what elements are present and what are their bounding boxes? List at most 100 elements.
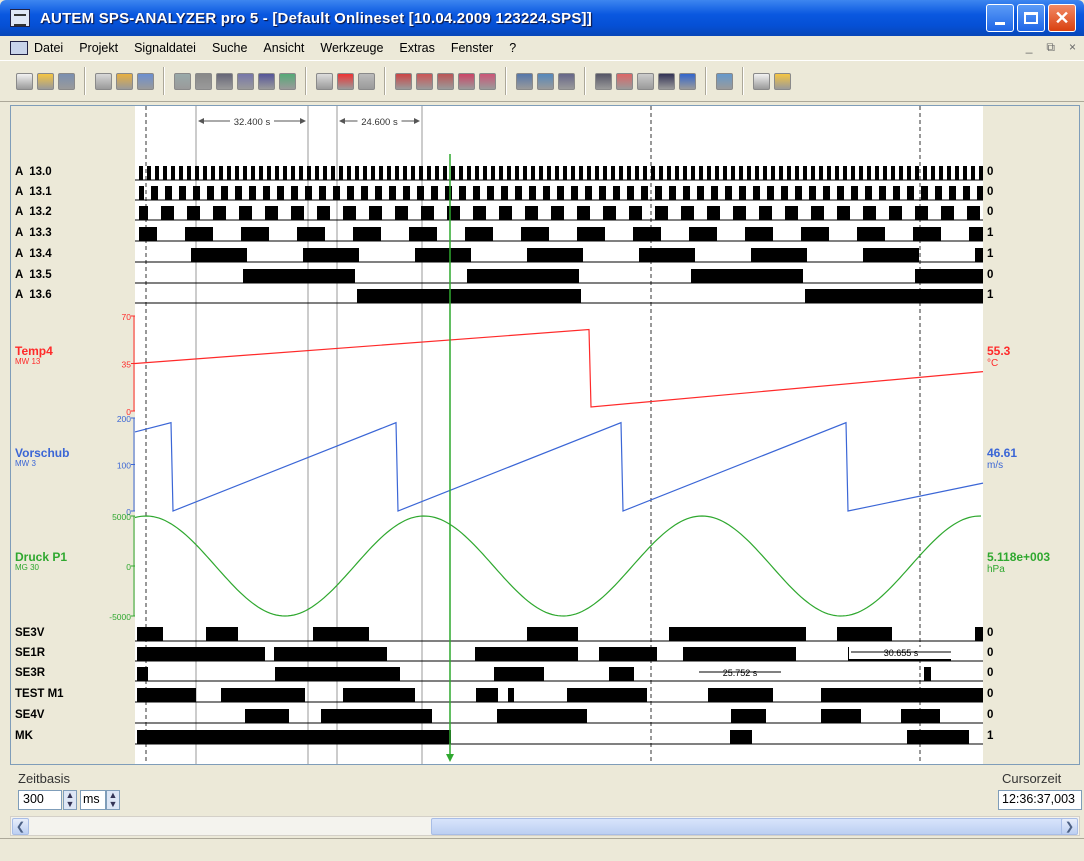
digital-pulse	[667, 166, 671, 180]
mdi-restore-icon[interactable]: ⧉	[1046, 40, 1055, 54]
window-title: AUTEM SPS-ANALYZER pro 5 - [Default Onli…	[40, 9, 592, 27]
digital-pulse	[941, 206, 954, 220]
digital-pulse	[447, 206, 460, 220]
book-icon[interactable]	[658, 72, 675, 90]
text-icon[interactable]	[195, 72, 212, 90]
clock-icon[interactable]	[595, 72, 612, 90]
app-icon[interactable]	[10, 9, 30, 27]
marker-icon[interactable]	[258, 72, 275, 90]
chart-canvas[interactable]: 32.400 s 24.600 s70350200100050000-500030…	[11, 106, 1079, 764]
digital-pulse	[415, 248, 471, 262]
zoom-out-icon[interactable]	[416, 72, 433, 90]
scroll-right-icon[interactable]: ❯	[1061, 818, 1078, 835]
zeitbasis-input[interactable]: 300	[18, 790, 62, 810]
scroll-thumb[interactable]	[431, 818, 1071, 835]
save-icon[interactable]	[58, 72, 75, 90]
zeitbasis-spinner[interactable]: ▲ ▼	[63, 790, 77, 810]
digital-pulse	[305, 186, 312, 200]
unit-spinner[interactable]: ▲ ▼	[106, 790, 120, 810]
stop-icon[interactable]	[358, 72, 375, 90]
title-bar[interactable]: AUTEM SPS-ANALYZER pro 5 - [Default Onli…	[0, 0, 1084, 36]
digital-pulse	[427, 166, 431, 180]
copy-icon[interactable]	[516, 72, 533, 90]
digital-pulse	[187, 206, 200, 220]
spin-up-icon[interactable]: ▲	[65, 790, 75, 800]
digital-pulse	[151, 186, 158, 200]
menu-signaldatei[interactable]: Signaldatei	[134, 41, 196, 55]
digital-pulse	[443, 166, 447, 180]
zoom-in-icon[interactable]	[395, 72, 412, 90]
menu-help[interactable]: ?	[509, 41, 517, 55]
grid-icon[interactable]	[558, 72, 575, 90]
druck-tick-label: 0	[126, 562, 131, 572]
help-icon[interactable]	[679, 72, 696, 90]
signal-chart[interactable]: 32.400 s 24.600 s 70 35 0 200 100 0 5000 0 -5000 30…	[10, 105, 1080, 765]
digital-pulse	[221, 186, 228, 200]
menu-datei[interactable]: Datei	[34, 41, 64, 55]
spin-down-icon[interactable]: ▼	[65, 799, 75, 809]
digital-pulse	[733, 206, 746, 220]
analog-channel-value: 5.118e+003	[987, 550, 1051, 564]
txt-export-icon[interactable]	[216, 72, 233, 90]
measure-24s-arrow-right	[414, 118, 420, 124]
digital-pulse	[191, 248, 247, 262]
measure-se1r-bg	[849, 647, 953, 659]
tool-icon[interactable]	[753, 72, 770, 90]
minimize-button[interactable]	[986, 4, 1014, 32]
digital-pulse	[499, 206, 512, 220]
menu-projekt[interactable]: Projekt	[79, 41, 119, 55]
cut-icon[interactable]	[174, 72, 191, 90]
channel-value: 0	[987, 269, 994, 281]
digital-pulse	[899, 166, 903, 180]
channel-value: 1	[987, 227, 994, 239]
digital-pulse	[525, 206, 538, 220]
maximize-button[interactable]	[1017, 4, 1045, 32]
digital-pulse	[274, 647, 387, 661]
print-icon[interactable]	[137, 72, 154, 90]
measure-se3r-label: 25.752 s	[723, 668, 758, 678]
zoom-reset-icon[interactable]	[479, 72, 496, 90]
digital-pulse	[403, 186, 410, 200]
digital-pulse	[837, 627, 892, 641]
menu-fenster[interactable]: Fenster	[450, 41, 494, 55]
menu-ansicht[interactable]: Ansicht	[263, 41, 305, 55]
scroll-left-icon[interactable]: ❮	[12, 818, 29, 835]
digital-pulse	[467, 166, 471, 180]
menu-suche[interactable]: Suche	[211, 41, 248, 55]
digital-pulse	[795, 186, 802, 200]
unit-down-icon[interactable]: ▼	[108, 799, 118, 809]
screen-icon[interactable]	[616, 72, 633, 90]
digital-pulse	[263, 186, 270, 200]
unit-up-icon[interactable]: ▲	[108, 790, 118, 800]
whats-this-icon[interactable]	[716, 72, 733, 90]
save-signal-icon[interactable]	[116, 72, 133, 90]
start-icon[interactable]	[316, 72, 333, 90]
menu-extras[interactable]: Extras	[399, 41, 435, 55]
digital-pulse	[811, 206, 824, 220]
filter-icon[interactable]	[237, 72, 254, 90]
new-file-icon[interactable]	[16, 72, 33, 90]
zoom-fit-icon[interactable]	[458, 72, 475, 90]
digital-pulse	[571, 186, 578, 200]
channel-value: 1	[987, 289, 994, 301]
zoom-range-icon[interactable]	[437, 72, 454, 90]
options-icon[interactable]	[637, 72, 654, 90]
menu-werkzeuge[interactable]: Werkzeuge	[320, 41, 384, 55]
table-icon[interactable]	[537, 72, 554, 90]
document-icon[interactable]	[10, 41, 28, 55]
digital-pulse	[313, 627, 369, 641]
open-signal-icon[interactable]	[95, 72, 112, 90]
align-icon[interactable]	[279, 72, 296, 90]
close-button[interactable]: ✕	[1048, 4, 1076, 32]
cursorzeit-label: Cursorzeit	[1002, 771, 1062, 786]
mdi-minimize-icon[interactable]: _	[1025, 40, 1033, 54]
record-icon[interactable]	[337, 72, 354, 90]
tool-icon[interactable]	[774, 72, 791, 90]
horizontal-scrollbar[interactable]: ❮ ❯	[10, 816, 1080, 836]
open-folder-icon[interactable]	[37, 72, 54, 90]
digital-pulse	[361, 186, 368, 200]
mdi-close-icon[interactable]: ×	[1068, 40, 1076, 54]
zeitbasis-unit-select[interactable]: ms	[80, 790, 106, 810]
digital-pulse	[651, 166, 655, 180]
